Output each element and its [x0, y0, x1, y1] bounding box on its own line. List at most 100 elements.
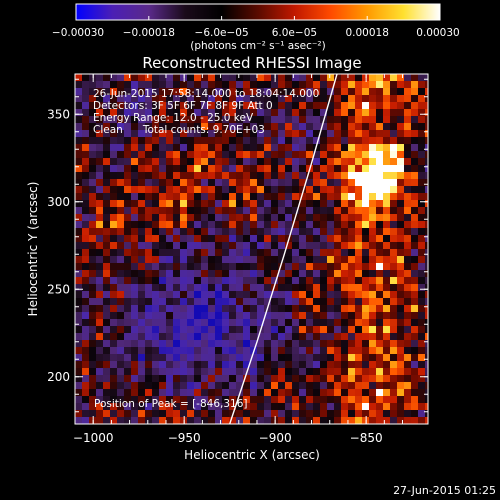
heatmap-cell	[208, 249, 215, 256]
heatmap-cell	[222, 109, 229, 116]
heatmap-cell	[306, 151, 313, 158]
heatmap-cell	[306, 417, 313, 424]
heatmap-cell	[348, 88, 355, 95]
heatmap-cell	[187, 144, 194, 151]
heatmap-cell	[82, 95, 89, 102]
heatmap-cell	[390, 340, 397, 347]
heatmap-cell	[292, 368, 299, 375]
heatmap-cell	[173, 165, 180, 172]
heatmap-cell	[103, 193, 110, 200]
heatmap-cell	[82, 116, 89, 123]
heatmap-cell	[215, 235, 222, 242]
heatmap-cell	[236, 158, 243, 165]
heatmap-cell	[292, 130, 299, 137]
heatmap-cell	[250, 263, 257, 270]
heatmap-cell	[299, 130, 306, 137]
heatmap-cell	[320, 354, 327, 361]
heatmap-cell	[264, 277, 271, 284]
heatmap-cell	[131, 95, 138, 102]
heatmap-cell	[236, 186, 243, 193]
heatmap-cell	[285, 333, 292, 340]
heatmap-cell	[194, 137, 201, 144]
heatmap-cell	[418, 354, 425, 361]
heatmap-cell	[404, 298, 411, 305]
heatmap-cell	[103, 116, 110, 123]
heatmap-cell	[215, 417, 222, 424]
heatmap-cell	[404, 137, 411, 144]
heatmap-cell	[124, 326, 131, 333]
peak-position-label: Position of Peak = [-846,316]	[94, 398, 248, 410]
heatmap-cell	[138, 186, 145, 193]
heatmap-cell	[425, 186, 428, 193]
heatmap-cell	[215, 361, 222, 368]
heatmap-cell	[278, 130, 285, 137]
heatmap-cell	[96, 403, 103, 410]
heatmap-cell	[117, 221, 124, 228]
heatmap-cell	[327, 326, 334, 333]
heatmap-cell	[313, 403, 320, 410]
heatmap-cell	[341, 144, 348, 151]
heatmap-cell	[257, 88, 264, 95]
heatmap-cell	[250, 207, 257, 214]
heatmap-cell	[376, 158, 383, 165]
heatmap-cell	[327, 277, 334, 284]
heatmap-cell	[404, 270, 411, 277]
heatmap-cell	[152, 81, 159, 88]
heatmap-cell	[299, 235, 306, 242]
heatmap-cell	[152, 382, 159, 389]
heatmap-cell	[278, 368, 285, 375]
heatmap-cell	[229, 417, 236, 424]
heatmap-cell	[278, 172, 285, 179]
heatmap-cell	[166, 186, 173, 193]
heatmap-cell	[145, 81, 152, 88]
heatmap-cell	[271, 410, 278, 417]
heatmap-cell	[383, 263, 390, 270]
heatmap-cell	[96, 102, 103, 109]
heatmap-cell	[180, 361, 187, 368]
heatmap-cell	[152, 95, 159, 102]
heatmap-cell	[306, 410, 313, 417]
heatmap-cell	[124, 123, 131, 130]
heatmap-cell	[110, 354, 117, 361]
heatmap-cell	[110, 102, 117, 109]
heatmap-cell	[96, 389, 103, 396]
heatmap-cell	[418, 144, 425, 151]
heatmap-cell	[341, 109, 348, 116]
plot-area	[75, 74, 428, 424]
heatmap-cell	[418, 172, 425, 179]
heatmap-cell	[173, 172, 180, 179]
heatmap-cell	[110, 179, 117, 186]
heatmap-cell	[215, 347, 222, 354]
heatmap-cell	[264, 396, 271, 403]
heatmap-cell	[201, 284, 208, 291]
heatmap-cell	[390, 137, 397, 144]
heatmap-cell	[110, 116, 117, 123]
heatmap-cell	[425, 249, 428, 256]
heatmap-cell	[159, 74, 166, 81]
heatmap-cell	[222, 375, 229, 382]
heatmap-cell	[152, 319, 159, 326]
heatmap-cell	[131, 193, 138, 200]
heatmap-cell	[96, 151, 103, 158]
heatmap-cell	[145, 109, 152, 116]
heatmap-cell	[383, 354, 390, 361]
heatmap-cell	[264, 368, 271, 375]
heatmap-cell	[397, 137, 404, 144]
heatmap-cell	[292, 305, 299, 312]
heatmap-cell	[278, 158, 285, 165]
heatmap-cell	[215, 186, 222, 193]
heatmap-cell	[327, 347, 334, 354]
heatmap-cell	[292, 249, 299, 256]
heatmap-cell	[96, 214, 103, 221]
heatmap-cell	[404, 375, 411, 382]
heatmap-cell	[299, 165, 306, 172]
heatmap-cell	[264, 298, 271, 305]
heatmap-cell	[418, 284, 425, 291]
heatmap-cell	[131, 312, 138, 319]
heatmap-cell	[180, 221, 187, 228]
heatmap-cell	[82, 130, 89, 137]
heatmap-cell	[103, 137, 110, 144]
heatmap-cell	[285, 116, 292, 123]
heatmap-cell	[215, 88, 222, 95]
heatmap-cell	[236, 270, 243, 277]
